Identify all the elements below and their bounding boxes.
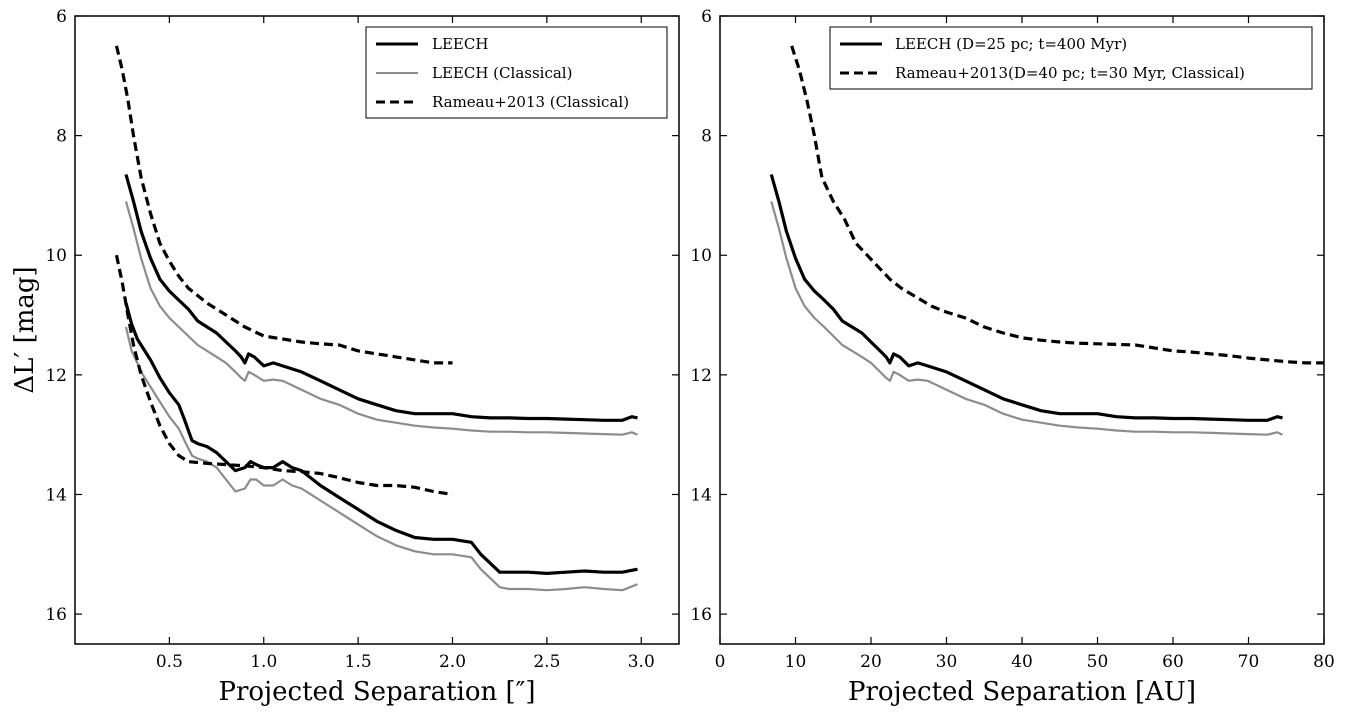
right-x-tick-label: 0 <box>715 652 726 672</box>
right-x-tick-label: 20 <box>860 652 882 672</box>
left-legend: LEECH LEECH (Classical) Rameau+2013 (Cla… <box>365 26 668 119</box>
left-legend-box <box>365 26 668 119</box>
left-series-leech-classical-upper <box>124 201 638 436</box>
left-series-rameau-2013-classical-lower <box>114 254 453 497</box>
left-y-tick-label: 6 <box>56 7 67 27</box>
right-x-axis-label: Projected Separation [AU] <box>848 677 1196 707</box>
left-y-tick-label: 14 <box>45 485 67 505</box>
left-legend-label-leech: LEECH <box>432 35 488 53</box>
left-y-tick-label: 12 <box>45 366 67 386</box>
left-legend-label-rameau: Rameau+2013 (Classical) <box>432 93 629 111</box>
right-y-tick-label: 12 <box>690 366 712 386</box>
right-y-tick-label: 14 <box>690 485 712 505</box>
right-x-tick-label: 10 <box>785 652 807 672</box>
right-panel: 0 10 20 30 40 50 60 70 80 6 8 10 12 14 16 Projected Se… <box>690 7 1334 707</box>
right-x-tick-label: 60 <box>1162 652 1184 672</box>
right-series-leech-classical <box>770 201 1283 436</box>
left-plot-area <box>114 45 638 592</box>
right-x-tick-label: 70 <box>1238 652 1260 672</box>
right-y-tick-label: 8 <box>701 127 712 147</box>
right-series-rameau-2013-d-40-pc-t-30-myr-classical <box>790 45 1324 365</box>
left-y-tick-label: 8 <box>56 127 67 147</box>
left-series-rameau-2013-classical-upper <box>114 45 453 365</box>
right-y-tick-label: 16 <box>690 605 712 625</box>
right-ticks: 0 10 20 30 40 50 60 70 80 6 8 10 12 14 16 <box>690 7 1334 672</box>
left-panel: 0.5 1.0 1.5 2.0 2.5 3.0 6 8 10 12 14 16 Projected S… <box>10 7 680 707</box>
left-axes-frame <box>74 15 680 645</box>
right-x-tick-label: 80 <box>1313 652 1335 672</box>
right-legend: LEECH (D=25 pc; t=400 Myr) Rameau+2013(D… <box>829 26 1313 90</box>
left-x-tick-label: 0.5 <box>156 652 183 672</box>
right-legend-label-leech: LEECH (D=25 pc; t=400 Myr) <box>895 35 1127 53</box>
left-y-tick-label: 16 <box>45 605 67 625</box>
left-x-tick-label: 1.5 <box>345 652 372 672</box>
right-plot-area <box>769 45 1324 436</box>
right-x-tick-label: 30 <box>936 652 958 672</box>
left-legend-label-leech-classical: LEECH (Classical) <box>432 64 572 82</box>
right-y-tick-label: 10 <box>690 246 712 266</box>
left-x-axis-label: Projected Separation [″] <box>218 677 535 707</box>
left-x-tick-label: 2.5 <box>533 652 560 672</box>
left-x-tick-label: 2.0 <box>439 652 466 672</box>
right-x-tick-label: 50 <box>1087 652 1109 672</box>
right-legend-label-rameau: Rameau+2013(D=40 pc; t=30 Myr, Classical… <box>895 64 1245 82</box>
left-ticks: 0.5 1.0 1.5 2.0 2.5 3.0 6 8 10 12 14 16 <box>45 7 679 672</box>
left-x-tick-label: 1.0 <box>250 652 277 672</box>
right-series-leech-d-25-pc-t-400-myr <box>769 174 1283 422</box>
right-y-tick-label: 6 <box>701 7 712 27</box>
left-series-leech-classical-lower <box>124 326 638 592</box>
right-x-tick-label: 40 <box>1011 652 1033 672</box>
left-x-tick-label: 3.0 <box>628 652 655 672</box>
left-y-tick-label: 10 <box>45 246 67 266</box>
right-legend-box <box>829 26 1313 90</box>
right-axes-frame <box>719 15 1325 645</box>
left-series-leech-lower <box>124 302 638 576</box>
left-series-leech-upper <box>124 174 638 422</box>
left-y-axis-label: ΔL′ [mag] <box>10 266 40 393</box>
